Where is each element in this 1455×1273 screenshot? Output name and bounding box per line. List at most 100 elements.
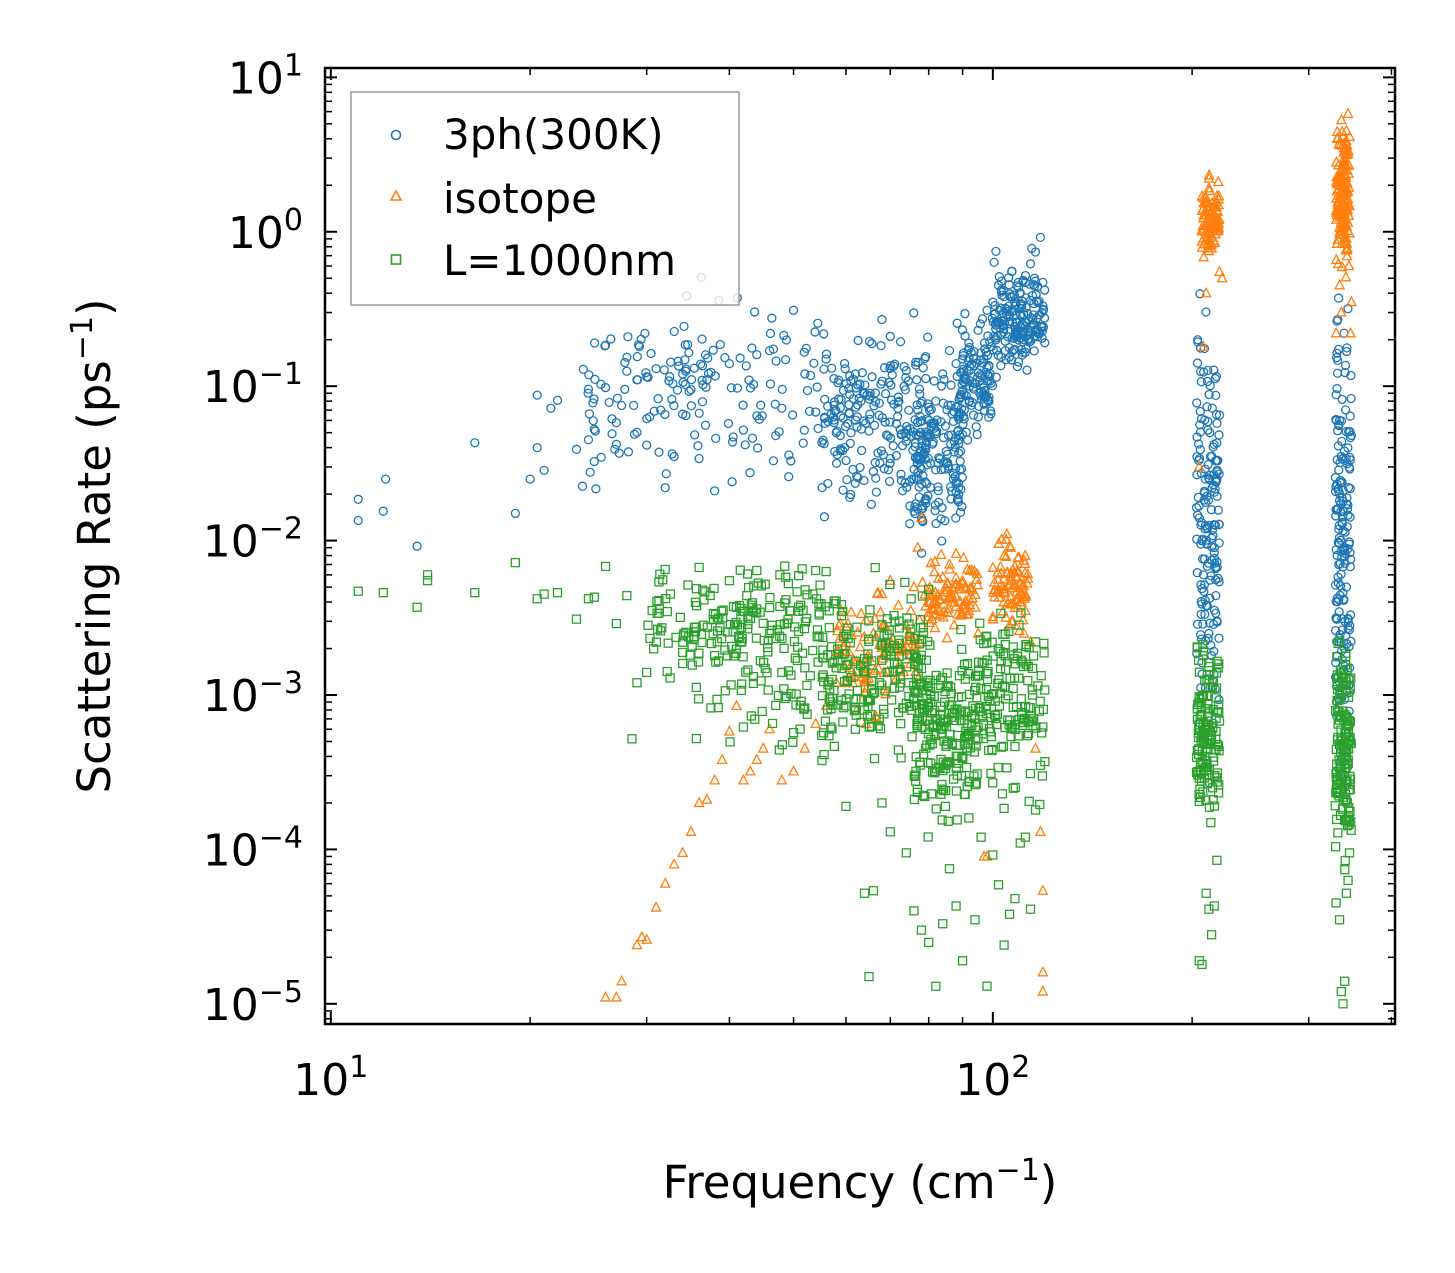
x-tick-label: 101 bbox=[293, 1050, 368, 1106]
data-point bbox=[686, 384, 696, 395]
data-point bbox=[940, 697, 950, 707]
data-point bbox=[920, 454, 930, 464]
data-point bbox=[1029, 742, 1042, 753]
data-point bbox=[986, 768, 996, 779]
data-point bbox=[1008, 783, 1018, 793]
data-point bbox=[859, 388, 870, 398]
data-point bbox=[632, 678, 642, 688]
data-point bbox=[1330, 486, 1341, 497]
data-point bbox=[753, 578, 763, 588]
data-point bbox=[856, 660, 866, 671]
data-point bbox=[779, 643, 789, 653]
data-point bbox=[622, 366, 632, 376]
data-point bbox=[802, 613, 812, 624]
data-point bbox=[824, 606, 834, 616]
data-point bbox=[993, 678, 1003, 688]
data-point bbox=[712, 637, 722, 647]
data-point bbox=[996, 330, 1006, 340]
data-point bbox=[1214, 577, 1224, 587]
data-point bbox=[1037, 326, 1047, 336]
data-point bbox=[1333, 182, 1345, 193]
data-point bbox=[831, 405, 841, 416]
data-point bbox=[1205, 618, 1215, 628]
data-point bbox=[749, 307, 760, 317]
data-point bbox=[730, 699, 743, 711]
data-point bbox=[813, 318, 823, 328]
data-point bbox=[909, 794, 920, 805]
data-point bbox=[957, 551, 970, 563]
data-point bbox=[877, 680, 887, 690]
data-point bbox=[904, 619, 914, 629]
data-point bbox=[1021, 577, 1033, 588]
data-point bbox=[858, 667, 869, 677]
data-point bbox=[672, 385, 683, 395]
data-point bbox=[1345, 547, 1355, 558]
data-point bbox=[932, 572, 945, 583]
data-point bbox=[870, 388, 881, 398]
data-point bbox=[824, 731, 834, 741]
data-point bbox=[951, 901, 961, 911]
data-point bbox=[959, 659, 970, 670]
data-point bbox=[987, 744, 997, 755]
data-point bbox=[883, 431, 893, 441]
data-point bbox=[583, 388, 593, 398]
data-point bbox=[1004, 310, 1015, 320]
data-point bbox=[552, 588, 563, 598]
data-point bbox=[943, 757, 953, 767]
data-point bbox=[840, 364, 850, 374]
data-point bbox=[1333, 537, 1343, 548]
data-point bbox=[701, 793, 713, 804]
data-point bbox=[872, 662, 884, 673]
data-point bbox=[1340, 360, 1351, 371]
data-point bbox=[1214, 410, 1225, 420]
data-point bbox=[866, 685, 877, 695]
data-point bbox=[944, 464, 954, 474]
data-point bbox=[812, 382, 822, 392]
data-point bbox=[1027, 290, 1038, 301]
data-point bbox=[1199, 367, 1209, 377]
data-point bbox=[981, 704, 992, 715]
data-point bbox=[805, 671, 815, 681]
data-point bbox=[978, 358, 988, 368]
data-point bbox=[987, 610, 999, 622]
data-point bbox=[929, 621, 941, 633]
data-point bbox=[984, 360, 994, 371]
data-point bbox=[988, 651, 998, 661]
data-point bbox=[764, 345, 775, 356]
data-point bbox=[739, 606, 749, 616]
data-point bbox=[1019, 566, 1031, 578]
data-point bbox=[1212, 491, 1222, 501]
data-point bbox=[694, 408, 704, 418]
data-point bbox=[917, 396, 927, 407]
data-point bbox=[1204, 520, 1214, 531]
legend-marker-3ph bbox=[390, 129, 402, 141]
data-point bbox=[884, 667, 894, 677]
data-point bbox=[923, 332, 933, 342]
data-point bbox=[590, 374, 600, 384]
data-point bbox=[939, 585, 951, 597]
data-point bbox=[993, 762, 1003, 773]
data-point bbox=[956, 716, 966, 726]
data-point bbox=[1214, 430, 1224, 440]
data-point bbox=[997, 789, 1008, 799]
data-point bbox=[817, 730, 827, 741]
data-point bbox=[815, 580, 825, 590]
data-point bbox=[1335, 710, 1345, 720]
data-point bbox=[865, 409, 875, 419]
data-point bbox=[1209, 365, 1219, 375]
data-point bbox=[697, 334, 707, 344]
data-point bbox=[749, 607, 759, 617]
data-point bbox=[1336, 668, 1347, 678]
data-point bbox=[1200, 609, 1210, 619]
data-point bbox=[353, 586, 363, 596]
data-point bbox=[902, 421, 912, 432]
data-point bbox=[922, 460, 932, 470]
data-point bbox=[725, 737, 735, 747]
data-point bbox=[1332, 233, 1344, 244]
data-point bbox=[909, 693, 919, 704]
data-point bbox=[972, 769, 982, 779]
data-point bbox=[829, 397, 840, 407]
data-point bbox=[955, 507, 966, 517]
data-point bbox=[780, 354, 791, 365]
data-point bbox=[846, 376, 856, 386]
